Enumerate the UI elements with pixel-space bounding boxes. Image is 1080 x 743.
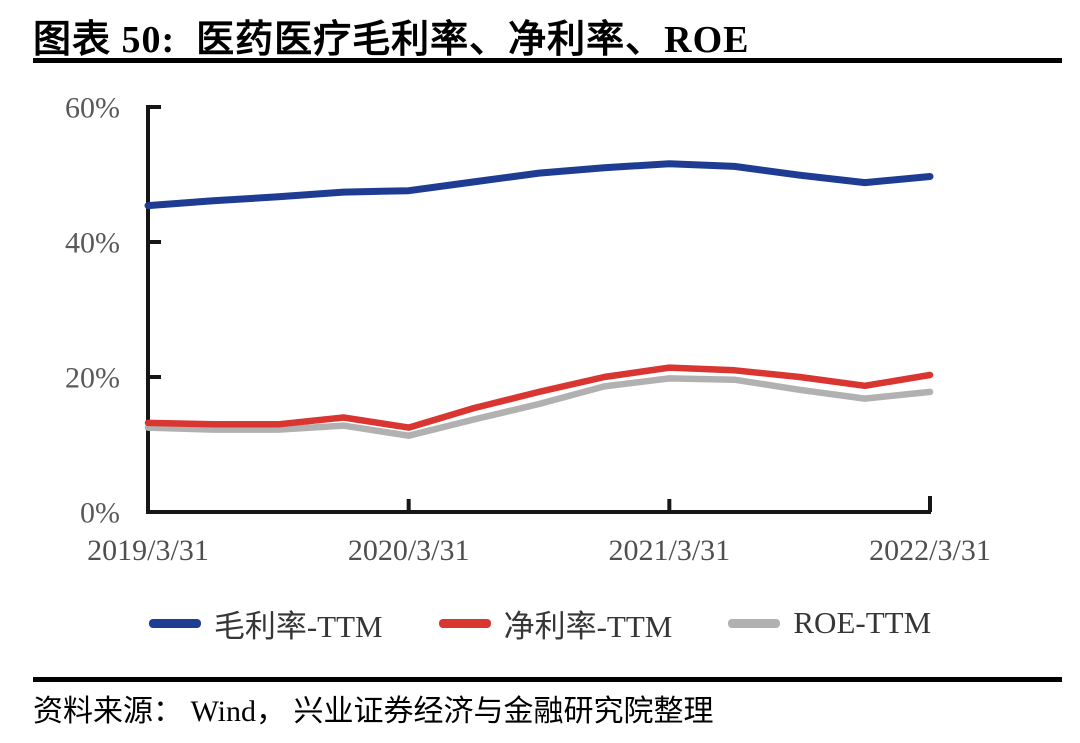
y-axis-ticks: 0% 20% 40% 60%	[65, 92, 161, 530]
source-note: 资料来源： Wind， 兴业证券经济与金融研究院整理	[33, 695, 714, 728]
x-tick-label-1: 2020/3/31	[348, 534, 470, 567]
chart-legend: 毛利率-TTM 净利率-TTM ROE-TTM	[0, 599, 1080, 647]
x-axis-ticks: 2019/3/31 2020/3/31 2021/3/31 2022/3/31	[87, 496, 991, 567]
x-tick-label-2: 2021/3/31	[608, 534, 730, 567]
title-divider	[33, 58, 1062, 63]
y-tick-label-60: 60%	[65, 92, 120, 125]
legend-swatch-gross-margin-ttm	[148, 618, 201, 628]
x-tick-label-3: 2022/3/31	[869, 534, 991, 567]
series-line-roe-ttm	[144, 375, 934, 439]
footer-divider	[33, 677, 1062, 682]
y-tick-label-0: 0%	[80, 497, 120, 530]
legend-swatch-roe-ttm	[728, 618, 781, 628]
x-tick-label-0: 2019/3/31	[87, 534, 209, 567]
series-line-gross-margin-ttm	[144, 160, 934, 210]
legend-label-net-margin-ttm: 净利率-TTM	[503, 608, 673, 644]
data-series	[144, 160, 934, 439]
chart-title: 图表 50: 医药医疗毛利率、净利率、ROE	[33, 19, 750, 61]
legend-swatch-net-margin-ttm	[438, 618, 491, 628]
y-tick-label-40: 40%	[65, 227, 120, 260]
legend-item-gross-margin-ttm: 毛利率-TTM	[148, 601, 383, 646]
y-tick-label-20: 20%	[65, 362, 120, 395]
legend-item-net-margin-ttm: 净利率-TTM	[438, 601, 673, 646]
legend-label-gross-margin-ttm: 毛利率-TTM	[213, 608, 383, 644]
legend-item-roe-ttm: ROE-TTM	[728, 605, 931, 641]
series-line-net-margin-ttm	[144, 364, 934, 431]
legend-label-roe-ttm: ROE-TTM	[793, 605, 932, 640]
